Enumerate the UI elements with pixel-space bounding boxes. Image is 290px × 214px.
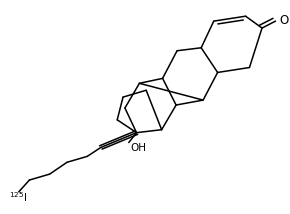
Text: O: O — [279, 14, 288, 27]
Text: OH: OH — [130, 143, 146, 153]
Text: $^{125}$I: $^{125}$I — [9, 190, 27, 204]
